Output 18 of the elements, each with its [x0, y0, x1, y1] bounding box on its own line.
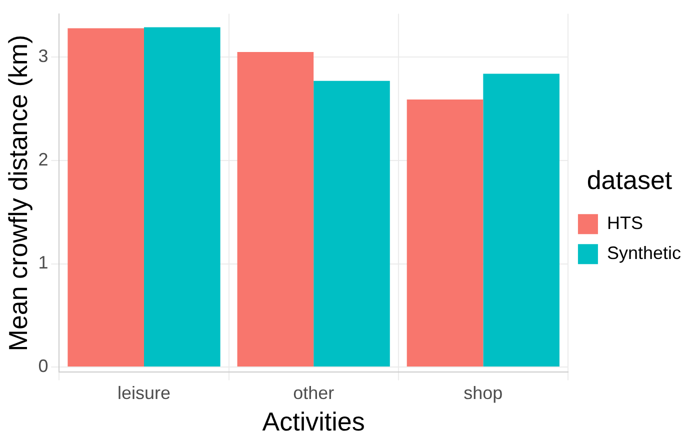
y-tick-label: 3: [38, 46, 48, 66]
x-tick-label: shop: [464, 382, 503, 403]
x-axis-title: Activities: [262, 406, 365, 437]
legend-title: dataset: [586, 165, 673, 196]
bar: [483, 74, 560, 367]
y-tick-label: 1: [38, 252, 48, 273]
bar: [314, 80, 390, 367]
x-tick-label: other: [293, 382, 334, 403]
legend-label: Synthetic: [606, 243, 682, 264]
bar: [406, 100, 484, 367]
y-tick-label: 2: [38, 149, 48, 170]
bar: [237, 52, 314, 367]
legend-label: HTS: [606, 213, 643, 234]
y-tick-label: 0: [38, 356, 48, 376]
x-tick-label: leisure: [117, 382, 171, 403]
bar: [68, 28, 144, 367]
bar: [144, 27, 220, 367]
y-axis-title: Mean crowfly distance (km): [2, 34, 33, 352]
